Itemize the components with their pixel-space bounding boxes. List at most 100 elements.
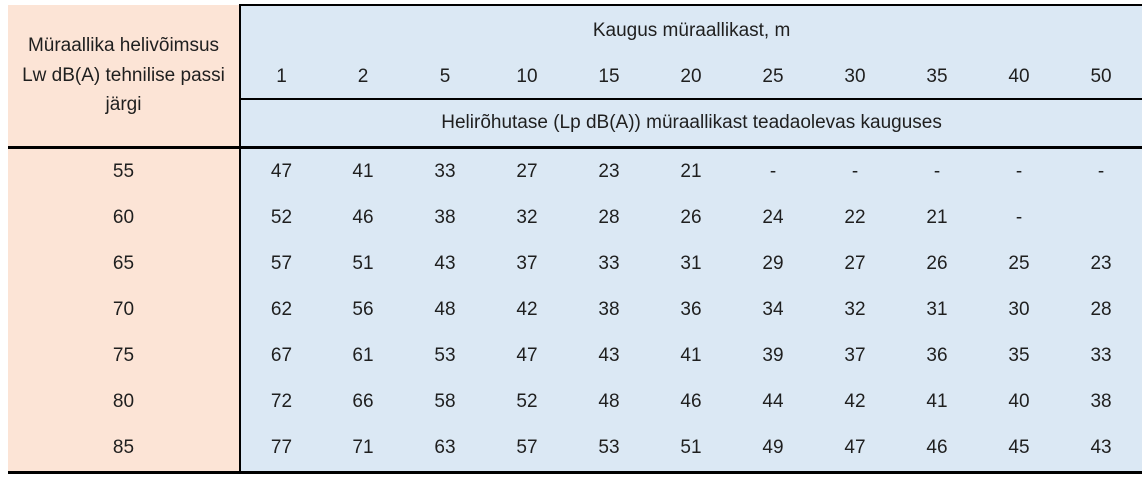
data-cell: 47	[814, 425, 896, 474]
data-cell: 31	[650, 241, 732, 287]
table-row: 55 47 41 33 27 23 21 - - - - -	[8, 147, 1143, 195]
data-cell: 37	[814, 333, 896, 379]
data-cell: 31	[896, 287, 978, 333]
data-cell: 72	[240, 379, 322, 425]
data-cell: 57	[486, 425, 568, 474]
data-cell: 32	[814, 287, 896, 333]
data-cell: 61	[322, 333, 404, 379]
lw-value: 75	[8, 333, 241, 379]
data-cell: 62	[240, 287, 322, 333]
data-cell: 36	[650, 287, 732, 333]
data-cell: 49	[732, 425, 814, 474]
data-cell: 28	[1060, 287, 1143, 333]
data-cell: 66	[322, 379, 404, 425]
data-cell: 28	[568, 195, 650, 241]
data-cell: 43	[568, 333, 650, 379]
data-cell: 22	[814, 195, 896, 241]
row-header-title: Müraallika helivõimsus Lw dB(A) tehnilis…	[8, 5, 241, 149]
distance-header: 1	[240, 56, 322, 100]
data-cell: 27	[814, 241, 896, 287]
data-cell: 33	[404, 147, 486, 195]
lw-value: 70	[8, 287, 241, 333]
table-row: 75 67 61 53 47 43 41 39 37 36 35 33	[8, 333, 1143, 379]
data-cell: 30	[978, 287, 1060, 333]
data-cell: 46	[650, 379, 732, 425]
data-cell: 35	[978, 333, 1060, 379]
header-row-group: Müraallika helivõimsus Lw dB(A) tehnilis…	[8, 4, 1143, 149]
lw-value: 60	[8, 195, 241, 241]
data-cell: 32	[486, 195, 568, 241]
data-cell: 45	[978, 425, 1060, 474]
data-cell: 26	[650, 195, 732, 241]
distance-header: 15	[568, 56, 650, 100]
data-cell: 53	[404, 333, 486, 379]
data-cell: 24	[732, 195, 814, 241]
data-cell: -	[978, 195, 1060, 241]
data-cell: 33	[568, 241, 650, 287]
subheader-title: Helirõhutase (Lp dB(A)) müraallikast tea…	[240, 99, 1143, 149]
distance-header: 50	[1060, 56, 1143, 100]
data-cell: 42	[486, 287, 568, 333]
data-cell: 36	[896, 333, 978, 379]
header-row-subheader: Helirõhutase (Lp dB(A)) müraallikast tea…	[8, 99, 1143, 149]
data-cell: 63	[404, 425, 486, 474]
distance-header: 5	[404, 56, 486, 100]
column-group-title: Kaugus müraallikast, m	[240, 4, 1143, 56]
data-cell: 48	[568, 379, 650, 425]
data-cell: 71	[322, 425, 404, 474]
table-row: 65 57 51 43 37 33 31 29 27 26 25 23	[8, 241, 1143, 287]
data-cell: 38	[568, 287, 650, 333]
table-row: 80 72 66 58 52 48 46 44 42 41 40 38	[8, 379, 1143, 425]
data-cell: 47	[486, 333, 568, 379]
data-cell	[1060, 195, 1143, 241]
data-cell: 23	[1060, 241, 1143, 287]
data-cell: 46	[322, 195, 404, 241]
data-cell: 42	[814, 379, 896, 425]
lw-value: 55	[8, 147, 241, 195]
data-cell: 23	[568, 147, 650, 195]
data-cell: 67	[240, 333, 322, 379]
distance-header: 40	[978, 56, 1060, 100]
data-cell: 52	[240, 195, 322, 241]
distance-header: 35	[896, 56, 978, 100]
header-row-distances: 1 2 5 10 15 20 25 30 35 40 50	[8, 56, 1143, 100]
data-cell: 51	[322, 241, 404, 287]
distance-header: 25	[732, 56, 814, 100]
data-cell: 27	[486, 147, 568, 195]
data-cell: 25	[978, 241, 1060, 287]
data-cell: 53	[568, 425, 650, 474]
data-cell: 26	[896, 241, 978, 287]
data-cell: 39	[732, 333, 814, 379]
table-row: 85 77 71 63 57 53 51 49 47 46 45 43	[8, 425, 1143, 474]
data-cell: -	[814, 147, 896, 195]
data-cell: 52	[486, 379, 568, 425]
data-cell: 38	[1060, 379, 1143, 425]
table-row: 70 62 56 48 42 38 36 34 32 31 30 28	[8, 287, 1143, 333]
data-cell: 41	[896, 379, 978, 425]
data-cell: 57	[240, 241, 322, 287]
data-cell: 21	[650, 147, 732, 195]
data-cell: -	[896, 147, 978, 195]
data-cell: 46	[896, 425, 978, 474]
data-cell: 48	[404, 287, 486, 333]
distance-header: 2	[322, 56, 404, 100]
data-cell: 33	[1060, 333, 1143, 379]
noise-level-table-container: Müraallika helivõimsus Lw dB(A) tehnilis…	[8, 4, 1143, 474]
data-cell: 43	[1060, 425, 1143, 474]
data-cell: 37	[486, 241, 568, 287]
data-cell: 40	[978, 379, 1060, 425]
noise-level-table: Müraallika helivõimsus Lw dB(A) tehnilis…	[8, 4, 1143, 474]
data-cell: 56	[322, 287, 404, 333]
distance-header: 10	[486, 56, 568, 100]
data-cell: -	[978, 147, 1060, 195]
lw-value: 65	[8, 241, 241, 287]
data-cell: 21	[896, 195, 978, 241]
data-cell: 77	[240, 425, 322, 474]
data-cell: 47	[240, 147, 322, 195]
data-cell: 29	[732, 241, 814, 287]
data-cell: 41	[322, 147, 404, 195]
table-row: 60 52 46 38 32 28 26 24 22 21 -	[8, 195, 1143, 241]
distance-header: 30	[814, 56, 896, 100]
data-cell: 44	[732, 379, 814, 425]
data-cell: 38	[404, 195, 486, 241]
